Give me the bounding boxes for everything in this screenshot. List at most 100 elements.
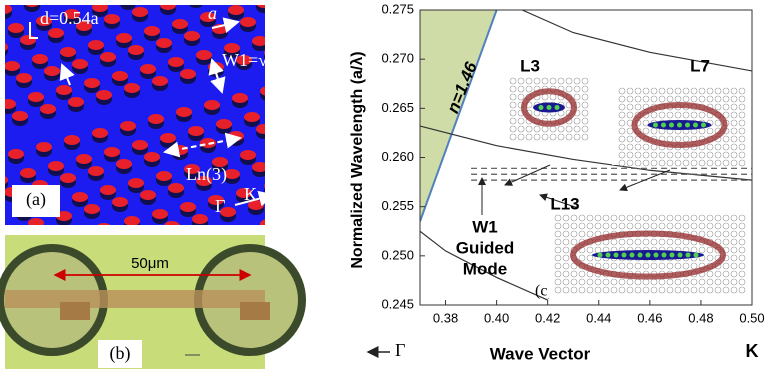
mode-dot <box>694 253 699 258</box>
x-tick-label: 0.48 <box>688 310 713 325</box>
x-tick-label: 0.38 <box>433 310 458 325</box>
hole <box>300 101 316 113</box>
gamma-label: Γ <box>395 340 405 360</box>
mode-dot <box>622 253 627 258</box>
hole <box>28 218 44 228</box>
mode-dot <box>662 253 667 258</box>
hole <box>268 143 284 153</box>
k-label: K <box>244 184 257 204</box>
mode-dot <box>614 253 619 258</box>
hole <box>280 158 296 170</box>
hole <box>180 202 196 212</box>
hole <box>132 7 148 17</box>
hole <box>48 28 64 38</box>
hole <box>128 178 144 188</box>
hole <box>240 150 256 160</box>
hole <box>116 33 132 43</box>
hole <box>104 147 120 157</box>
panel-label: (a) <box>26 189 46 210</box>
hole <box>264 181 280 191</box>
hole <box>280 32 296 44</box>
hole <box>184 31 200 41</box>
hole <box>260 86 276 96</box>
hole <box>0 80 4 90</box>
hole <box>268 13 284 25</box>
hole <box>168 57 184 67</box>
hole <box>188 0 204 3</box>
hole <box>132 140 148 150</box>
hole <box>296 139 312 151</box>
hole <box>284 0 300 6</box>
panel-label: (b) <box>110 343 131 364</box>
mode-dot <box>638 253 643 258</box>
hole <box>232 93 248 103</box>
hole <box>272 108 288 120</box>
hole <box>104 14 120 24</box>
hole <box>188 126 204 136</box>
hole <box>68 97 84 107</box>
hole <box>244 112 260 122</box>
mode-dot <box>654 253 659 258</box>
hole <box>144 26 160 36</box>
hole <box>292 44 308 56</box>
hole <box>288 82 304 94</box>
hole <box>192 214 208 224</box>
hole <box>0 99 16 109</box>
plot: 0.380.400.420.440.460.480.500.2450.2500.… <box>349 1 764 363</box>
mode-dot <box>701 123 706 128</box>
mode-dot <box>685 123 690 128</box>
hole <box>112 197 128 207</box>
band-line <box>522 10 752 71</box>
hole <box>172 19 188 29</box>
hole <box>176 107 192 117</box>
x-axis-title: Wave Vector <box>490 344 591 363</box>
mode-dot <box>670 253 675 258</box>
hole <box>120 121 136 131</box>
mode-label: L7 <box>690 56 710 75</box>
mode-label: L13 <box>550 194 579 213</box>
hole <box>120 0 136 5</box>
mode-dot <box>661 123 666 128</box>
hole <box>264 184 280 196</box>
hole <box>60 173 76 183</box>
hole <box>48 161 64 171</box>
x-tick-label: 0.46 <box>637 310 662 325</box>
hole-size: d=0.54a <box>40 8 99 28</box>
hole <box>0 225 16 235</box>
hole <box>0 216 4 228</box>
y-tick-label: 0.275 <box>381 1 414 16</box>
hole <box>0 213 4 223</box>
hole <box>272 234 288 246</box>
x-tick-label: 0.44 <box>586 310 611 325</box>
y-tick-label: 0.260 <box>381 149 414 164</box>
cavity-label: Ln(3) <box>186 164 227 185</box>
hole <box>56 85 72 95</box>
hole <box>96 90 112 100</box>
hole <box>152 209 168 219</box>
hole <box>284 0 300 1</box>
hole <box>60 47 76 57</box>
hole <box>252 162 268 172</box>
hole <box>160 133 176 143</box>
mode-dot <box>678 253 683 258</box>
hole <box>156 171 172 181</box>
mode-dot <box>693 123 698 128</box>
guided-label: Guided <box>456 238 515 257</box>
hole <box>148 0 164 3</box>
hole <box>300 98 316 108</box>
scale-label: 50μm <box>131 255 169 272</box>
hole <box>284 120 300 132</box>
hole <box>88 40 104 50</box>
hole <box>160 0 176 10</box>
hole <box>276 196 292 208</box>
hole <box>168 183 184 193</box>
hole <box>232 226 248 236</box>
hole <box>216 119 232 129</box>
hole <box>124 83 140 93</box>
hole <box>76 154 92 164</box>
hole <box>196 50 212 60</box>
hole <box>156 38 172 48</box>
x-tick-label: 0.40 <box>484 310 509 325</box>
hole <box>32 54 48 64</box>
hole <box>280 29 296 39</box>
